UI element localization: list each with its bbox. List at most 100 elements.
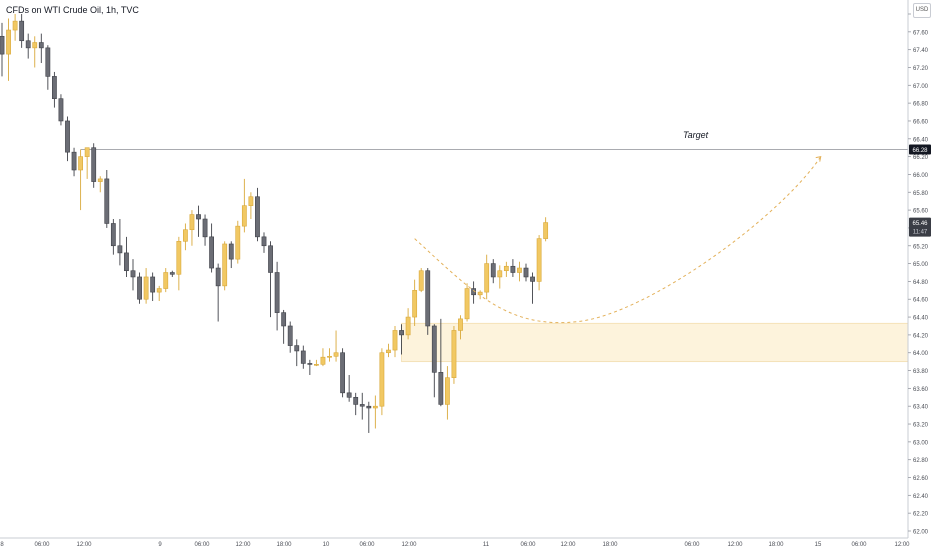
candle-body (25, 40, 31, 49)
candle (202, 214, 208, 246)
candle-body (110, 223, 116, 247)
candle (84, 147, 90, 179)
candle-body (510, 265, 516, 273)
candle-body (241, 205, 247, 227)
candle-body (451, 330, 457, 378)
candle-body (353, 396, 359, 405)
time-tick-label: 12:00 (76, 542, 92, 548)
candle (294, 339, 300, 367)
price-axis-bg (908, 0, 932, 550)
candle-body (313, 364, 319, 366)
candle-body (202, 218, 208, 238)
candle (228, 241, 234, 269)
candle (451, 325, 457, 384)
candle (497, 265, 503, 289)
candle (0, 22, 5, 77)
candle (313, 359, 319, 367)
candle-body (248, 196, 254, 206)
demand-zone-layer (401, 322, 909, 363)
candle (38, 33, 44, 64)
candle-body (386, 349, 391, 354)
candle-body (104, 178, 110, 224)
price-tick-label: 66.60 (913, 119, 929, 125)
candle-body (444, 377, 450, 405)
candle (110, 219, 116, 255)
candle (222, 241, 228, 291)
time-tick-label: 18:00 (602, 542, 618, 548)
price-tick-label: 62.80 (913, 458, 929, 464)
symbol-title[interactable]: CFDs on WTI Crude Oil, 1h, TVC (6, 5, 139, 15)
candle (392, 325, 398, 358)
candle (78, 149, 83, 211)
candle (379, 348, 385, 416)
time-tick-label: 06:00 (684, 542, 700, 548)
candle-body (84, 147, 90, 157)
candle-body (58, 98, 64, 122)
candle-body (536, 238, 542, 282)
candle (300, 345, 306, 369)
candle (130, 259, 136, 291)
price-tick-label: 65.00 (913, 262, 929, 268)
candle-body (255, 196, 260, 238)
time-tick-label: 10 (323, 542, 330, 548)
target-label: Target (683, 130, 709, 140)
time-tick-label: 11 (483, 542, 490, 548)
price-tick-label: 63.00 (913, 440, 929, 446)
candle (471, 281, 476, 304)
candle-body (517, 267, 522, 273)
candle-body (438, 372, 444, 405)
candle-body (490, 263, 496, 278)
candle-body (405, 316, 411, 336)
current-price-text: 65.46 (912, 221, 928, 227)
candle-body (0, 35, 5, 55)
candle-body (497, 270, 503, 278)
candle (490, 259, 496, 284)
time-axis-bg (0, 538, 932, 550)
candle-body (196, 214, 201, 220)
price-tick-label: 65.20 (913, 244, 929, 250)
candle (418, 268, 424, 293)
candle-body (228, 243, 234, 260)
candle (150, 272, 156, 302)
candle (176, 236, 182, 291)
candle-body (530, 276, 535, 282)
candle (425, 268, 431, 335)
time-tick-label: 06:00 (34, 542, 50, 548)
price-tick-label: 67.00 (913, 84, 929, 90)
candle (444, 366, 450, 420)
candle-body (45, 47, 51, 77)
price-tick-label: 62.40 (913, 494, 929, 500)
candle-body (169, 272, 175, 275)
candle (458, 315, 463, 340)
candle-body (143, 276, 149, 300)
candle (366, 401, 372, 433)
candle (97, 176, 103, 193)
time-axis[interactable]: 8 06:00 12:00 9 06:00 12:00 18:00 10 06:00 12:00 1… (0, 537, 932, 550)
price-tick-label: 63.20 (913, 423, 929, 429)
currency-button[interactable]: USD (913, 3, 931, 18)
candle (431, 324, 437, 398)
candle-body (359, 404, 365, 407)
candle-body (399, 330, 404, 336)
candle-body (346, 392, 352, 398)
price-tick-label: 66.40 (913, 137, 929, 143)
candle (536, 235, 542, 291)
candle (235, 220, 241, 264)
candle-body (412, 290, 418, 318)
candle-body (124, 252, 129, 272)
time-tick-label: 18:00 (276, 542, 292, 548)
price-axis[interactable]: 62.00 62.20 62.40 62.60 62.80 63.00 63.20 63.40… (907, 0, 932, 550)
time-tick-label: 12:00 (235, 542, 251, 548)
candle (255, 187, 260, 242)
candle-body (484, 263, 490, 293)
candle-body (261, 236, 267, 247)
candle (340, 348, 345, 398)
candle-body (379, 352, 385, 407)
candle-body (366, 405, 372, 409)
candle-body (235, 225, 241, 260)
candle-body (281, 312, 287, 327)
candle (12, 14, 18, 41)
candle (386, 343, 391, 358)
price-tick-label: 65.80 (913, 191, 929, 197)
